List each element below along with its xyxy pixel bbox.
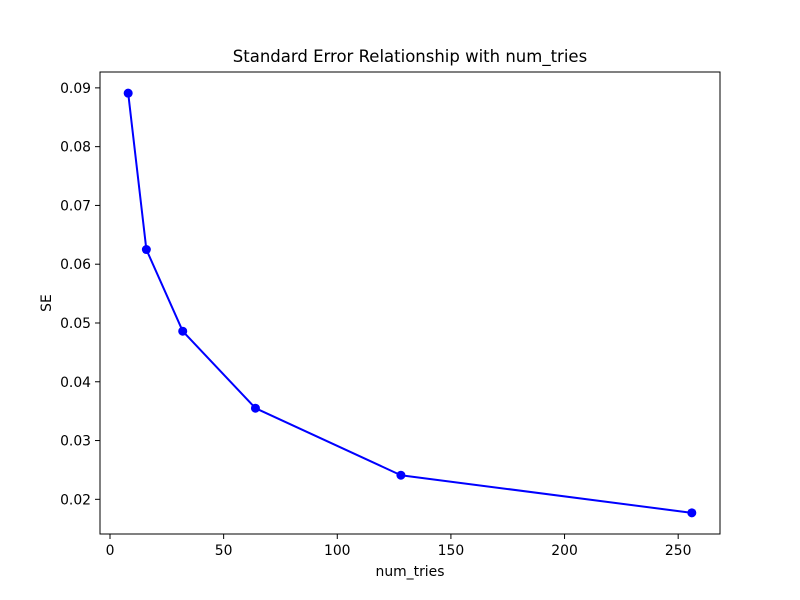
plot-area: [99, 71, 721, 535]
data-point-marker: [687, 508, 697, 518]
x-tick-label: 100: [324, 543, 351, 559]
y-axis: 0.02 0.03 0.04 0.05 0.06 0.07 0.08 0.09: [60, 81, 100, 508]
y-tick-label: 0.08: [60, 140, 91, 156]
x-axis-label: num_tries: [376, 564, 445, 580]
y-tick-label: 0.06: [60, 257, 91, 273]
x-tick-label: 250: [665, 543, 692, 559]
x-axis: 0 50 100 150 200 250: [106, 534, 692, 559]
chart-title: Standard Error Relationship with num_tri…: [233, 47, 587, 67]
y-tick-label: 0.05: [60, 316, 91, 332]
data-point-marker: [141, 245, 151, 255]
series-line: [127, 92, 693, 514]
x-tick-label: 0: [106, 543, 115, 559]
y-tick-label: 0.04: [60, 375, 91, 391]
x-tick-label: 200: [551, 543, 578, 559]
data-point-marker: [178, 326, 188, 336]
x-tick-label: 50: [215, 543, 233, 559]
x-tick-label: 150: [438, 543, 465, 559]
data-point-marker: [123, 88, 133, 98]
data-series: [123, 88, 697, 518]
data-point-marker: [250, 403, 260, 413]
y-tick-label: 0.03: [60, 434, 91, 450]
y-axis-label: SE: [39, 294, 55, 312]
y-tick-label: 0.09: [60, 81, 91, 97]
y-tick-label: 0.07: [60, 198, 91, 214]
data-point-marker: [396, 470, 406, 480]
y-tick-label: 0.02: [60, 492, 91, 508]
